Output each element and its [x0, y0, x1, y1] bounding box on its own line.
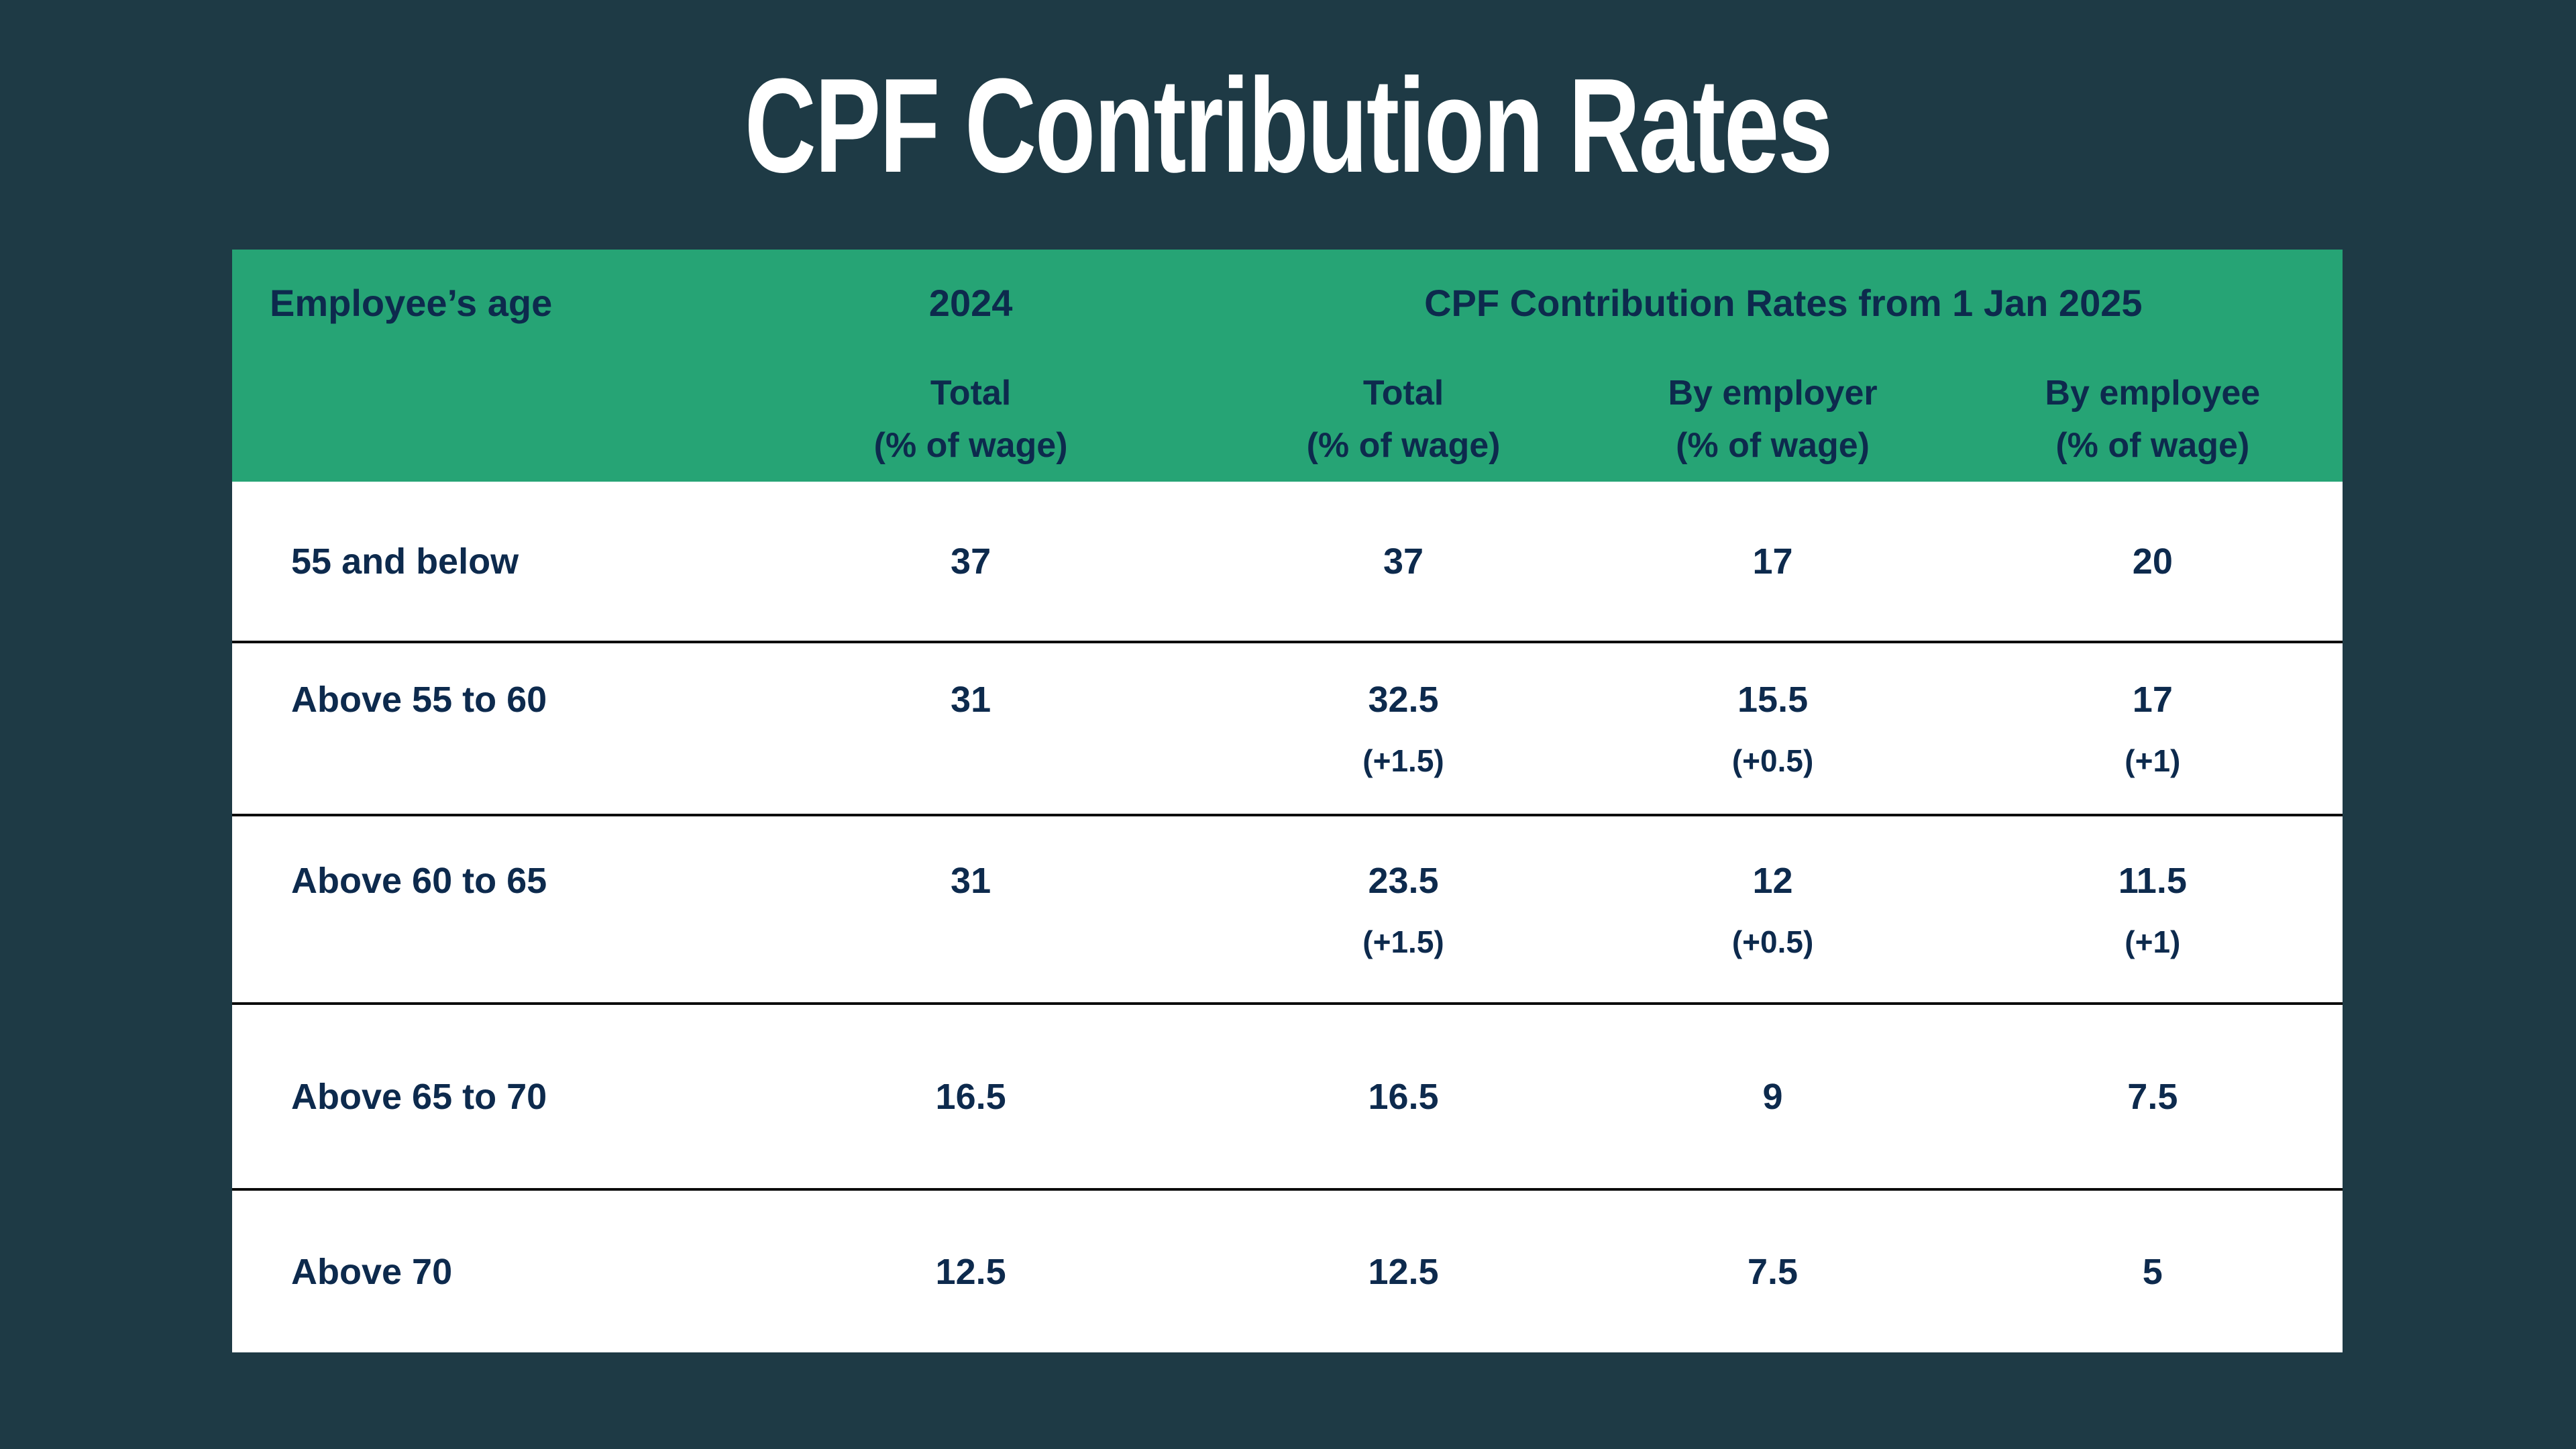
cell-by-employer: 7.5 [1748, 1251, 1799, 1292]
subheader-by-employee-unit: (% of wage) [2055, 426, 2250, 465]
cell-2024-total: 31 [951, 680, 991, 720]
page-title: CPF Contribution Rates [744, 51, 1833, 201]
table-header: Employee’s age 2024 CPF Contribution Rat… [232, 250, 2343, 482]
cpf-rates-table: Employee’s age 2024 CPF Contribution Rat… [232, 250, 2343, 1352]
subheader-2024-total: Total (% of wage) [718, 367, 1224, 472]
cell-by-employer: 17 [1752, 541, 1793, 582]
header-2025-group: CPF Contribution Rates from 1 Jan 2025 [1424, 282, 2143, 324]
cell-2025-total-increase: (+1.5) [1362, 743, 1444, 778]
table-row-55-and-below: 55 and below 37 37 17 20 [232, 482, 2343, 641]
cell-by-employee: 7.5 [2127, 1076, 2178, 1117]
cell-age: Above 60 to 65 [291, 860, 547, 901]
subheader-2025-total: Total (% of wage) [1224, 367, 1583, 472]
cell-age: Above 55 to 60 [291, 680, 547, 720]
cell-age: 55 and below [291, 541, 519, 582]
cell-2024-total: 12.5 [935, 1251, 1006, 1292]
subheader-by-employer-unit: (% of wage) [1676, 426, 1870, 465]
cell-2024-total: 16.5 [935, 1076, 1006, 1117]
cell-by-employer-increase: (+0.5) [1731, 924, 1814, 959]
cell-by-employee: 5 [2142, 1251, 2163, 1292]
cell-2025-total: 23.5 (+1.5) [1224, 816, 1583, 1002]
table-body: 55 and below 37 37 17 20 Above 55 to 6 [232, 482, 2343, 1352]
subheader-2025-total-unit: (% of wage) [1306, 426, 1501, 465]
subheader-by-employer: By employer (% of wage) [1582, 367, 1962, 472]
subheader-by-employee: By employee (% of wage) [1963, 367, 2343, 472]
cell-by-employer-increase: (+0.5) [1731, 743, 1814, 778]
table-row-above-65-to-70: Above 65 to 70 16.5 16.5 9 7.5 [232, 1002, 2343, 1188]
cell-by-employer: 12 (+0.5) [1582, 816, 1962, 1002]
subheader-by-employer-label: By employer [1668, 374, 1878, 413]
cell-age: Above 70 [291, 1251, 453, 1292]
cell-2024-total: 31 [951, 860, 991, 901]
cell-2025-total: 16.5 [1368, 1076, 1439, 1117]
subheader-2024-total-label: Total [930, 374, 1012, 413]
cell-by-employee: 20 [2132, 541, 2173, 582]
subheader-2025-total-label: Total [1362, 374, 1444, 413]
subheader-by-employee-label: By employee [2045, 374, 2261, 413]
cell-2025-total: 37 [1383, 541, 1424, 582]
cell-by-employee-increase: (+1) [2125, 743, 2181, 778]
header-top-row: Employee’s age 2024 CPF Contribution Rat… [232, 250, 2343, 357]
cell-by-employer: 15.5 (+0.5) [1582, 643, 1962, 814]
cell-2025-total: 32.5 (+1.5) [1224, 643, 1583, 814]
header-employees-age: Employee’s age [270, 282, 553, 324]
table-row-above-55-to-60: Above 55 to 60 31 32.5 (+1.5) 15.5 (+0.5… [232, 641, 2343, 814]
header-sub-row: Total (% of wage) Total (% of wage) By e… [232, 357, 2343, 482]
table-row-above-60-to-65: Above 60 to 65 31 23.5 (+1.5) 12 (+0.5) … [232, 814, 2343, 1002]
cell-2025-total: 12.5 [1368, 1251, 1439, 1292]
cell-by-employee: 17 (+1) [1963, 643, 2343, 814]
subheader-2024-unit: (% of wage) [873, 426, 1068, 465]
cell-age: Above 65 to 70 [291, 1076, 547, 1117]
cell-by-employee-increase: (+1) [2125, 924, 2181, 959]
cell-by-employee: 11.5 (+1) [1963, 816, 2343, 1002]
header-2024: 2024 [928, 282, 1013, 324]
table-row-above-70: Above 70 12.5 12.5 7.5 5 [232, 1188, 2343, 1352]
cell-2024-total: 37 [951, 541, 991, 582]
cell-2025-total-increase: (+1.5) [1362, 924, 1444, 959]
cell-by-employer: 9 [1762, 1076, 1783, 1117]
